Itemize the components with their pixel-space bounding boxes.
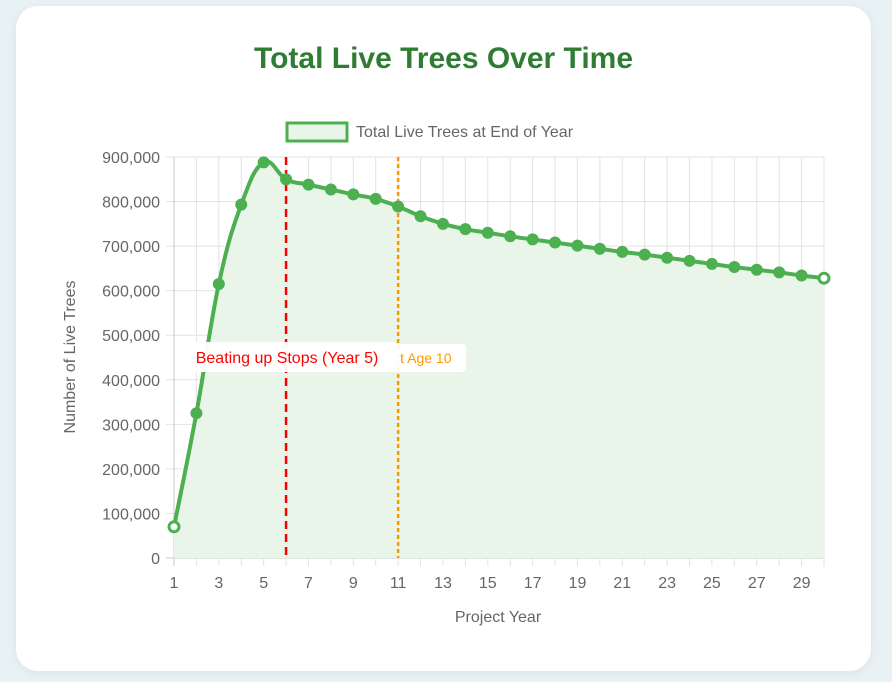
data-point <box>661 251 674 264</box>
y-tick-label: 400,000 <box>102 373 160 390</box>
x-tick-label: 15 <box>479 575 497 592</box>
y-tick-label: 0 <box>151 551 160 568</box>
data-point <box>638 248 651 261</box>
x-tick-label: 1 <box>170 575 179 592</box>
data-point <box>302 178 315 191</box>
legend-label[interactable]: Total Live Trees at End of Year <box>356 124 574 141</box>
data-point <box>504 230 517 243</box>
x-tick-label: 9 <box>349 575 358 592</box>
data-point <box>324 183 337 196</box>
y-tick-label: 600,000 <box>102 284 160 301</box>
x-tick-label: 29 <box>793 575 811 592</box>
y-axis-title: Number of Live Trees <box>62 281 79 434</box>
y-tick-label: 700,000 <box>102 239 160 256</box>
data-point <box>190 407 203 420</box>
axis-tick-labels: 0 100,000 200,000 300,000 400,000 500,000 600,… <box>102 150 810 592</box>
data-point <box>616 245 629 258</box>
x-tick-label: 7 <box>304 575 313 592</box>
data-point <box>593 242 606 255</box>
annotation-labels: t Age 10 Beating up Stops (Year 5) <box>185 342 467 372</box>
data-point <box>436 217 449 230</box>
data-point <box>459 223 472 236</box>
x-tick-label: 27 <box>748 575 766 592</box>
y-tick-label: 200,000 <box>102 462 160 479</box>
legend-swatch[interactable] <box>285 121 349 143</box>
data-point <box>235 198 248 211</box>
data-point <box>212 277 225 290</box>
data-point <box>773 266 786 279</box>
y-tick-label: 800,000 <box>102 195 160 212</box>
data-point <box>795 269 808 282</box>
x-axis-title: Project Year <box>455 609 542 626</box>
chart-title: Total Live Trees Over Time <box>253 42 634 75</box>
data-points <box>167 156 831 534</box>
annotation-label-box <box>185 342 398 372</box>
data-point <box>369 192 382 205</box>
data-point <box>392 200 405 213</box>
data-point <box>347 188 360 201</box>
x-tick-label: 5 <box>259 575 268 592</box>
data-point <box>414 210 427 223</box>
x-tick-label: 3 <box>214 575 223 592</box>
data-point <box>257 156 270 169</box>
x-tick-label: 19 <box>569 575 587 592</box>
annotation-label: Beating up Stops (Year 5) <box>196 350 379 367</box>
data-point <box>526 233 539 246</box>
data-point <box>750 263 763 276</box>
annotation-label: t Age 10 <box>400 350 452 366</box>
data-point <box>571 239 584 252</box>
series-area <box>174 161 824 558</box>
data-point <box>481 226 494 239</box>
data-point <box>705 257 718 270</box>
data-point <box>683 254 696 267</box>
y-tick-label: 900,000 <box>102 150 160 167</box>
data-point <box>817 271 831 285</box>
y-tick-label: 300,000 <box>102 417 160 434</box>
data-point <box>280 173 293 186</box>
x-tick-label: 11 <box>390 575 407 592</box>
data-point <box>167 520 181 534</box>
x-tick-label: 21 <box>613 575 631 592</box>
data-point <box>549 236 562 249</box>
x-tick-label: 13 <box>434 575 452 592</box>
y-tick-label: 100,000 <box>102 506 160 523</box>
x-tick-label: 17 <box>524 575 542 592</box>
x-tick-label: 25 <box>703 575 721 592</box>
y-tick-label: 500,000 <box>102 328 160 345</box>
data-point <box>728 261 741 274</box>
legend[interactable]: Total Live Trees at End of Year <box>285 121 574 143</box>
x-tick-label: 23 <box>658 575 676 592</box>
